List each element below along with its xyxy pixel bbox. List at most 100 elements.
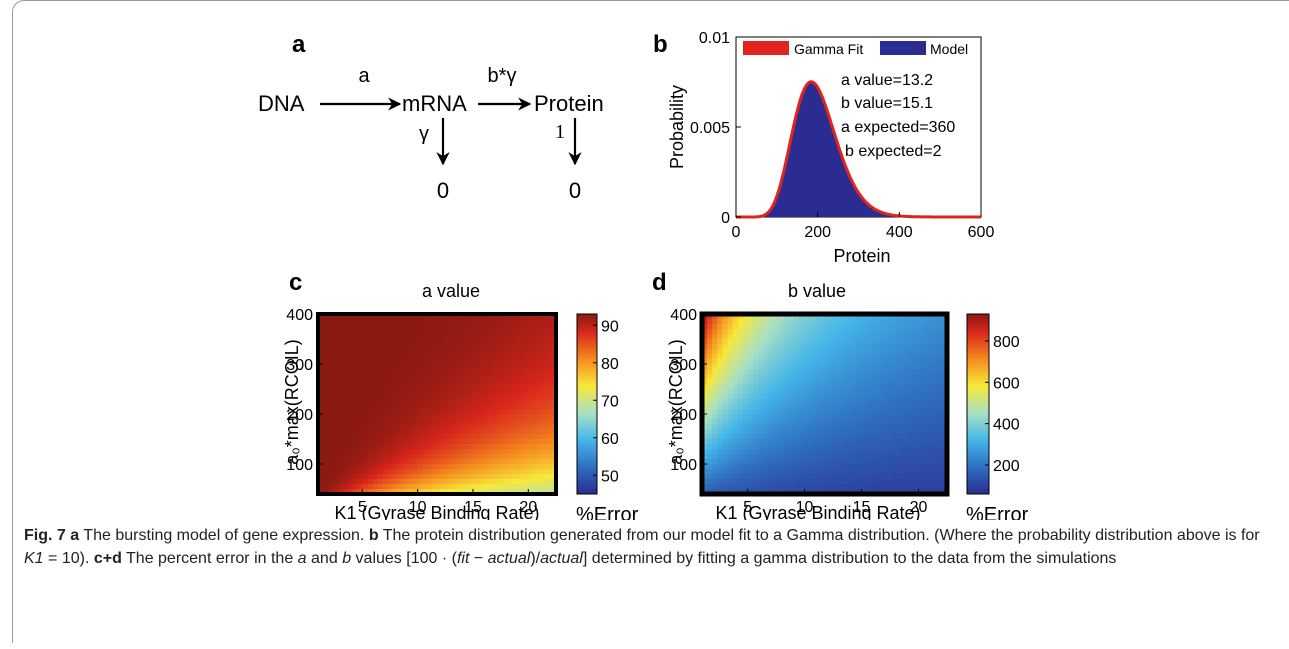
heatmap-cell <box>737 344 744 350</box>
xtick-label-b: 200 <box>804 224 831 241</box>
heatmap-cell <box>377 399 384 405</box>
heatmap-cell <box>804 369 810 375</box>
heatmap-cell <box>778 414 785 420</box>
heatmap-cell <box>471 444 478 450</box>
heatmap-cell <box>491 454 498 460</box>
heatmap-cell <box>906 339 912 345</box>
heatmap-cell <box>788 399 795 405</box>
heatmap-cell <box>850 454 856 460</box>
heatmap-cell <box>451 434 458 440</box>
heatmap-cell <box>855 379 861 385</box>
heatmap-cell <box>481 419 488 425</box>
heatmap-cell <box>829 434 836 440</box>
heatmap-cell <box>521 349 527 355</box>
heatmap-cell <box>931 314 938 320</box>
heatmap-cell <box>885 354 892 360</box>
heatmap-cell <box>382 469 389 475</box>
heatmap-cell <box>906 484 912 490</box>
heatmap-cell <box>342 409 349 415</box>
heatmap-cell <box>921 429 928 435</box>
heatmap-cell <box>936 374 943 380</box>
heatmap-cell <box>451 364 458 370</box>
heatmap-cell <box>850 419 856 425</box>
heatmap-cell <box>327 379 334 385</box>
heatmap-cell <box>367 459 374 465</box>
heatmap-cell <box>875 439 882 445</box>
heatmap-cell <box>778 404 785 410</box>
heatmap-cell <box>362 454 369 460</box>
heatmap-cell <box>931 319 938 325</box>
heatmap-cell <box>906 414 912 420</box>
heatmap-cell <box>347 404 354 410</box>
heatmap-cell <box>501 329 508 335</box>
heatmap-cell <box>347 419 354 425</box>
heatmap-cell <box>911 334 917 340</box>
heatmap-cell <box>521 384 527 390</box>
heatmap-cell <box>931 334 938 340</box>
heatmap-cell <box>722 444 729 450</box>
heatmap-cell <box>506 439 512 445</box>
heatmap-cell <box>521 409 527 415</box>
heatmap-cell <box>496 484 503 490</box>
heatmap-cell <box>392 409 398 415</box>
heatmap-cell <box>367 374 374 380</box>
heatmap-cell <box>501 419 508 425</box>
heatmap-cell <box>911 414 917 420</box>
heatmap-cell <box>916 439 923 445</box>
heatmap-cell <box>347 379 354 385</box>
heatmap-cell <box>511 369 517 375</box>
heatmap-cell <box>870 429 877 435</box>
heatmap-cell <box>824 374 831 380</box>
heatmap-cell <box>926 459 933 465</box>
heatmap-cell <box>407 424 413 430</box>
heatmap-cell <box>819 449 826 455</box>
heatmap-cell <box>347 374 354 380</box>
heatmap-cell <box>377 319 384 325</box>
heatmap-cell <box>476 479 483 485</box>
heatmap-cell <box>327 444 334 450</box>
heatmap-cell <box>377 449 384 455</box>
heatmap-cell <box>814 464 820 470</box>
heatmap-cell <box>397 344 403 350</box>
heatmap-cell <box>446 394 453 400</box>
heatmap-cell <box>814 349 820 355</box>
heatmap-cell <box>516 349 522 355</box>
heatmap-cell <box>860 424 866 430</box>
heatmap-cell <box>890 379 897 385</box>
colorbar-tick-label: 200 <box>993 458 1020 475</box>
heatmap-cell <box>531 414 537 420</box>
heatmap-cell <box>824 329 831 335</box>
heatmap-cell <box>788 344 795 350</box>
heatmap-cell <box>456 339 463 345</box>
heatmap-cell <box>819 429 826 435</box>
heatmap-cell <box>546 449 552 455</box>
heatmap-cell <box>742 384 749 390</box>
heatmap-cell <box>481 399 488 405</box>
xtick-label: 5 <box>743 499 752 516</box>
heatmap-cell <box>377 419 384 425</box>
heatmap-cell <box>793 439 800 445</box>
heatmap-cell <box>732 404 739 410</box>
heatmap-cell <box>466 359 473 365</box>
heatmap-cell <box>476 404 483 410</box>
heatmap-cell <box>446 454 453 460</box>
heatmap-cell <box>327 454 334 460</box>
heatmap-cell <box>819 359 826 365</box>
heatmap-cell <box>357 359 364 365</box>
heatmap-cell <box>768 404 775 410</box>
heatmap-cell <box>551 389 557 395</box>
heatmap-cell <box>747 449 754 455</box>
heatmap-cell <box>814 449 820 455</box>
heatmap-cell <box>486 444 493 450</box>
heatmap-cell <box>824 434 831 440</box>
heatmap-cell <box>352 314 359 320</box>
heatmap-cell <box>702 454 708 460</box>
heatmap-cell <box>387 349 393 355</box>
heatmap-cell <box>844 344 851 350</box>
heatmap-cell <box>788 409 795 415</box>
heatmap-cell <box>347 399 354 405</box>
heatmap-cell <box>466 334 473 340</box>
heatmap-cell <box>885 484 892 490</box>
heatmap-cell <box>461 409 468 415</box>
